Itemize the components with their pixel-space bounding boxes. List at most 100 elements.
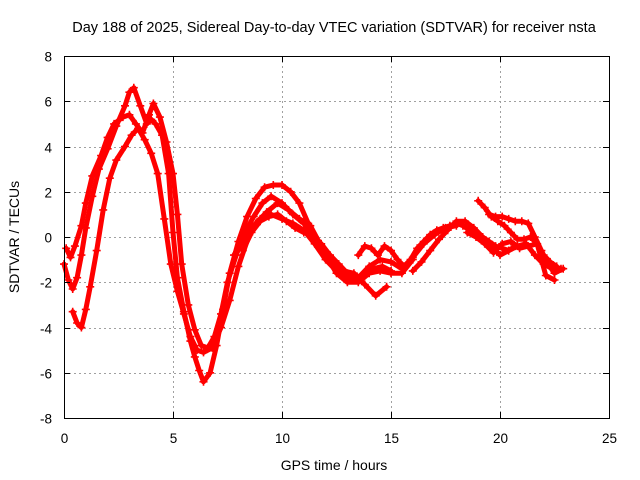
data-point — [99, 205, 108, 214]
data-point — [489, 248, 498, 257]
data-point — [81, 199, 90, 208]
data-point — [393, 255, 402, 264]
data-point — [68, 307, 77, 316]
series-line — [61, 85, 318, 385]
data-point — [380, 242, 389, 251]
data-point — [217, 323, 225, 332]
data-point — [328, 260, 337, 269]
data-point — [121, 101, 129, 110]
data-point — [413, 244, 422, 253]
data-point — [173, 287, 182, 296]
y-tick-label: 6 — [44, 95, 52, 110]
data-point — [186, 332, 195, 341]
data-point — [376, 255, 385, 264]
data-point — [129, 83, 138, 92]
data-point — [81, 305, 90, 314]
series-line — [70, 125, 459, 355]
data-point — [295, 214, 304, 223]
data-point — [140, 135, 149, 144]
data-point — [349, 269, 358, 278]
y-tick-label: 8 — [44, 50, 52, 65]
data-point — [496, 251, 504, 260]
data-point — [179, 309, 188, 318]
data-point — [544, 260, 552, 269]
data-point — [269, 181, 278, 189]
data-point — [317, 242, 326, 251]
y-tick-label: 0 — [44, 231, 52, 246]
data-point — [134, 124, 143, 133]
data-point — [426, 230, 435, 239]
series-satellite-track-5 — [230, 199, 391, 300]
data-point — [530, 251, 539, 260]
data-point — [92, 246, 101, 255]
data-point — [306, 221, 315, 230]
data-point — [282, 217, 291, 226]
data-point — [68, 285, 77, 293]
x-tick-label: 5 — [170, 431, 178, 446]
data-point — [515, 244, 524, 253]
data-point — [524, 242, 533, 251]
y-tick-label: 4 — [44, 141, 52, 156]
data-point — [160, 214, 169, 223]
x-axis-label: GPS time / hours — [281, 457, 388, 473]
x-tick-label: 15 — [384, 431, 399, 446]
data-point — [400, 262, 409, 271]
data-point — [153, 169, 162, 178]
data-point — [88, 171, 97, 180]
x-tick-label: 10 — [275, 431, 290, 446]
data-point — [77, 323, 86, 332]
data-point — [118, 113, 127, 122]
data-point — [371, 291, 380, 300]
data-point — [206, 368, 215, 377]
data-point — [260, 183, 269, 192]
data-point — [112, 156, 121, 165]
data-point — [506, 237, 515, 246]
data-series-group — [60, 83, 568, 386]
x-tick-label: 25 — [602, 431, 617, 446]
data-point — [439, 223, 448, 232]
data-point — [498, 239, 507, 248]
series-satellite-track-10 — [463, 228, 559, 284]
data-point — [474, 196, 483, 205]
data-point — [426, 246, 435, 255]
data-point — [387, 257, 395, 266]
data-point — [354, 251, 363, 260]
data-point — [151, 119, 160, 128]
data-point — [97, 151, 106, 160]
data-point — [417, 257, 426, 266]
data-point — [500, 221, 509, 230]
data-point — [184, 300, 193, 309]
data-point — [264, 212, 273, 221]
data-point — [173, 210, 182, 219]
data-point — [463, 228, 472, 237]
data-point — [147, 149, 156, 158]
data-point — [199, 348, 208, 357]
data-point — [251, 194, 260, 203]
data-point — [70, 242, 79, 251]
data-point — [339, 266, 347, 275]
series-line — [410, 218, 564, 274]
y-tick-label: -8 — [40, 412, 52, 427]
data-point — [485, 210, 494, 219]
data-point — [230, 251, 238, 260]
chart-title: Day 188 of 2025, Sidereal Day-to-day VTE… — [72, 20, 596, 36]
data-point — [273, 210, 282, 219]
data-point — [432, 226, 441, 235]
data-point — [278, 181, 286, 189]
data-point — [193, 346, 201, 355]
data-point — [199, 377, 208, 386]
data-point — [550, 269, 559, 278]
y-axis-label: SDTVAR / TECUs — [6, 181, 22, 293]
data-point — [406, 255, 415, 264]
data-point — [480, 203, 489, 212]
data-point — [136, 101, 145, 110]
data-point — [461, 217, 470, 226]
data-point — [105, 174, 114, 183]
data-point — [369, 264, 378, 273]
data-point — [504, 214, 513, 223]
data-point — [541, 271, 550, 280]
axis-ticks: 0 5 10 15 20 25 -8 -6 -4 -2 0 2 4 6 8 — [40, 50, 617, 447]
data-point — [249, 212, 258, 221]
data-point — [77, 251, 86, 260]
